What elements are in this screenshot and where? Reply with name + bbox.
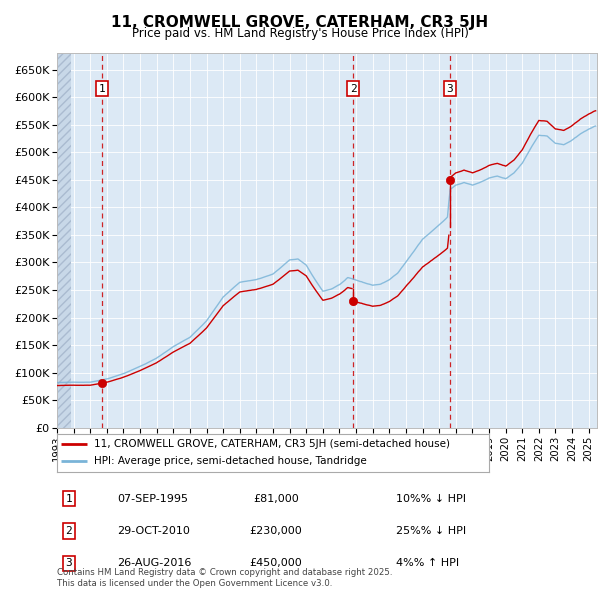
Text: 2: 2 (350, 84, 356, 94)
Text: 4%% ↑ HPI: 4%% ↑ HPI (396, 559, 459, 568)
Text: 1: 1 (65, 494, 73, 503)
Text: 11, CROMWELL GROVE, CATERHAM, CR3 5JH: 11, CROMWELL GROVE, CATERHAM, CR3 5JH (112, 15, 488, 30)
Text: 3: 3 (65, 559, 73, 568)
Text: 1: 1 (98, 84, 105, 94)
Text: £230,000: £230,000 (250, 526, 302, 536)
Text: HPI: Average price, semi-detached house, Tandridge: HPI: Average price, semi-detached house,… (94, 456, 367, 466)
Text: Price paid vs. HM Land Registry's House Price Index (HPI): Price paid vs. HM Land Registry's House … (131, 27, 469, 40)
Text: 07-SEP-1995: 07-SEP-1995 (117, 494, 188, 503)
Text: 26-AUG-2016: 26-AUG-2016 (117, 559, 191, 568)
Text: 25%% ↓ HPI: 25%% ↓ HPI (396, 526, 466, 536)
Text: 11, CROMWELL GROVE, CATERHAM, CR3 5JH (semi-detached house): 11, CROMWELL GROVE, CATERHAM, CR3 5JH (s… (94, 440, 450, 450)
Text: 29-OCT-2010: 29-OCT-2010 (117, 526, 190, 536)
Text: 3: 3 (446, 84, 454, 94)
Text: £450,000: £450,000 (250, 559, 302, 568)
Text: Contains HM Land Registry data © Crown copyright and database right 2025.
This d: Contains HM Land Registry data © Crown c… (57, 568, 392, 588)
Text: £81,000: £81,000 (253, 494, 299, 503)
Text: 2: 2 (65, 526, 73, 536)
Text: 10%% ↓ HPI: 10%% ↓ HPI (396, 494, 466, 503)
